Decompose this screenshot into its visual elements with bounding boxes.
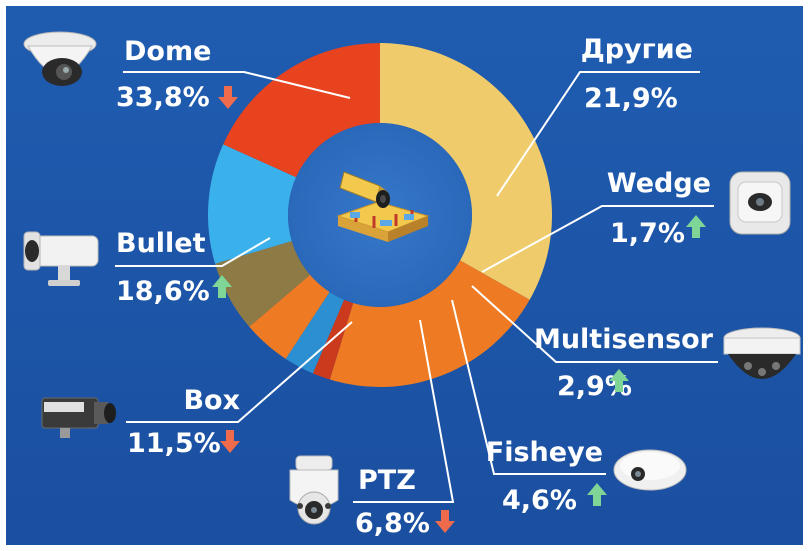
label-drugie: Другие — [581, 34, 693, 65]
value-ptz: 6,8% — [355, 508, 430, 539]
label-multisensor: Multisensor — [534, 324, 714, 355]
leader-line-fisheye — [451, 299, 606, 475]
surveillance-camera-building-icon — [336, 171, 430, 242]
slice-multisensor — [285, 291, 345, 374]
leader-line-dome — [123, 71, 351, 99]
fisheye-camera-icon — [613, 449, 687, 491]
trend-down-arrow-ptz — [435, 510, 455, 533]
value-wedge: 1,7% — [610, 218, 685, 249]
leader-line-box — [126, 321, 353, 423]
slice-ptz — [215, 241, 311, 327]
donut-slices — [208, 43, 552, 387]
leader-line-bullet — [115, 237, 271, 267]
multisensor-camera-icon — [723, 327, 801, 379]
label-wedge: Wedge — [607, 168, 711, 199]
label-box: Box — [183, 385, 240, 416]
trend-up-arrow-bullet — [212, 275, 232, 298]
trend-up-arrow-wedge — [686, 215, 706, 238]
leader-line-wedge — [481, 205, 714, 273]
leader-line-drugie — [496, 71, 700, 197]
slice-bullet — [223, 43, 380, 178]
leader-lines — [115, 71, 718, 503]
wedge-camera-icon — [729, 171, 791, 235]
label-ptz: PTZ — [358, 465, 416, 496]
trend-down-arrow-dome — [218, 86, 238, 109]
value-box: 11,5% — [127, 428, 221, 459]
trend-down-arrow-box — [220, 430, 240, 453]
slice-dome — [380, 43, 552, 300]
bullet-camera-icon — [23, 231, 99, 286]
ptz-camera-icon — [289, 455, 339, 525]
leader-line-multisensor — [471, 285, 718, 363]
label-dome: Dome — [124, 36, 211, 67]
leader-line-ptz — [353, 319, 455, 503]
label-fisheye: Fisheye — [486, 437, 603, 468]
slice-box — [208, 144, 297, 264]
box-camera-icon — [41, 397, 116, 438]
trend-arrows — [212, 86, 706, 533]
value-fisheye: 4,6% — [502, 485, 577, 516]
dome-camera-icon — [23, 31, 97, 86]
value-drugie: 21,9% — [584, 83, 678, 114]
label-bullet: Bullet — [116, 228, 206, 259]
trend-up-arrow-multisensor — [609, 369, 629, 392]
value-dome: 33,8% — [116, 82, 210, 113]
value-bullet: 18,6% — [116, 276, 210, 307]
trend-up-arrow-fisheye — [587, 483, 607, 506]
slice-fisheye — [249, 274, 330, 359]
